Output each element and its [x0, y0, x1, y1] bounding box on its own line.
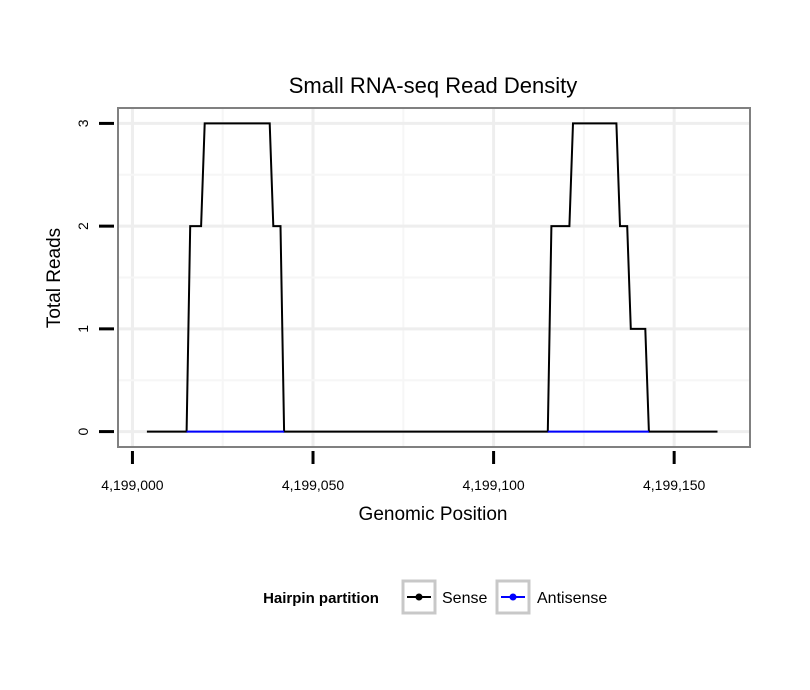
- x-tick-label: 4,199,100: [462, 477, 524, 493]
- series-line-sense: [146, 122, 718, 433]
- y-tick-label: 2: [75, 222, 91, 230]
- grid: [118, 108, 750, 447]
- x-axis-label: Genomic Position: [359, 504, 508, 525]
- legend-item-sense: Sense: [401, 579, 487, 615]
- legend: Hairpin partition Sense Antisense: [263, 579, 607, 615]
- legend-title: Hairpin partition: [263, 590, 379, 607]
- y-tick-label: 0: [75, 427, 91, 435]
- legend-label-sense: Sense: [442, 590, 487, 607]
- y-tick-label: 1: [75, 325, 91, 333]
- x-tick-label: 4,199,150: [643, 477, 705, 493]
- legend-point-antisense: [509, 593, 517, 601]
- axes: 4,199,000 4,199,050 4,199,100 4,199,150 0 1 2 3: [75, 119, 706, 493]
- legend-item-antisense: Antisense: [495, 579, 607, 615]
- y-axis-label: Total Reads: [44, 228, 65, 328]
- chart-title: Small RNA-seq Read Density: [289, 73, 578, 98]
- data-series: [146, 122, 718, 433]
- plot-panel-border: [117, 107, 751, 448]
- x-tick-label: 4,199,000: [101, 477, 163, 493]
- legend-point-sense: [415, 593, 423, 601]
- y-tick-label: 3: [75, 119, 91, 127]
- legend-label-antisense: Antisense: [537, 590, 607, 607]
- x-tick-label: 4,199,050: [282, 477, 344, 493]
